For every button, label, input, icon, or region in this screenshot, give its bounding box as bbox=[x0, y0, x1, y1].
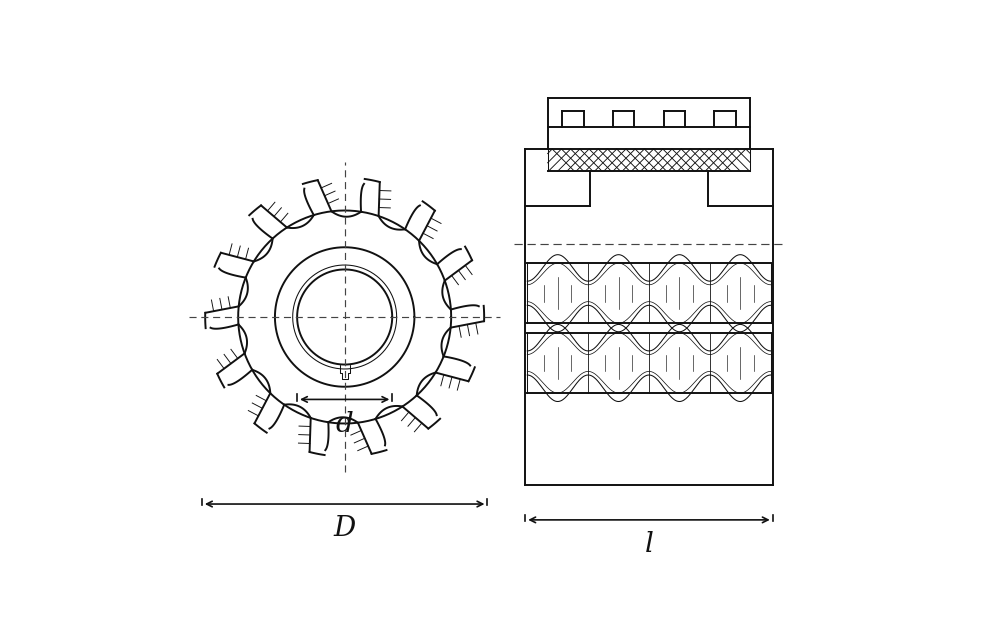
Text: d: d bbox=[336, 411, 354, 438]
Text: l: l bbox=[645, 531, 653, 559]
Text: D: D bbox=[334, 515, 356, 543]
